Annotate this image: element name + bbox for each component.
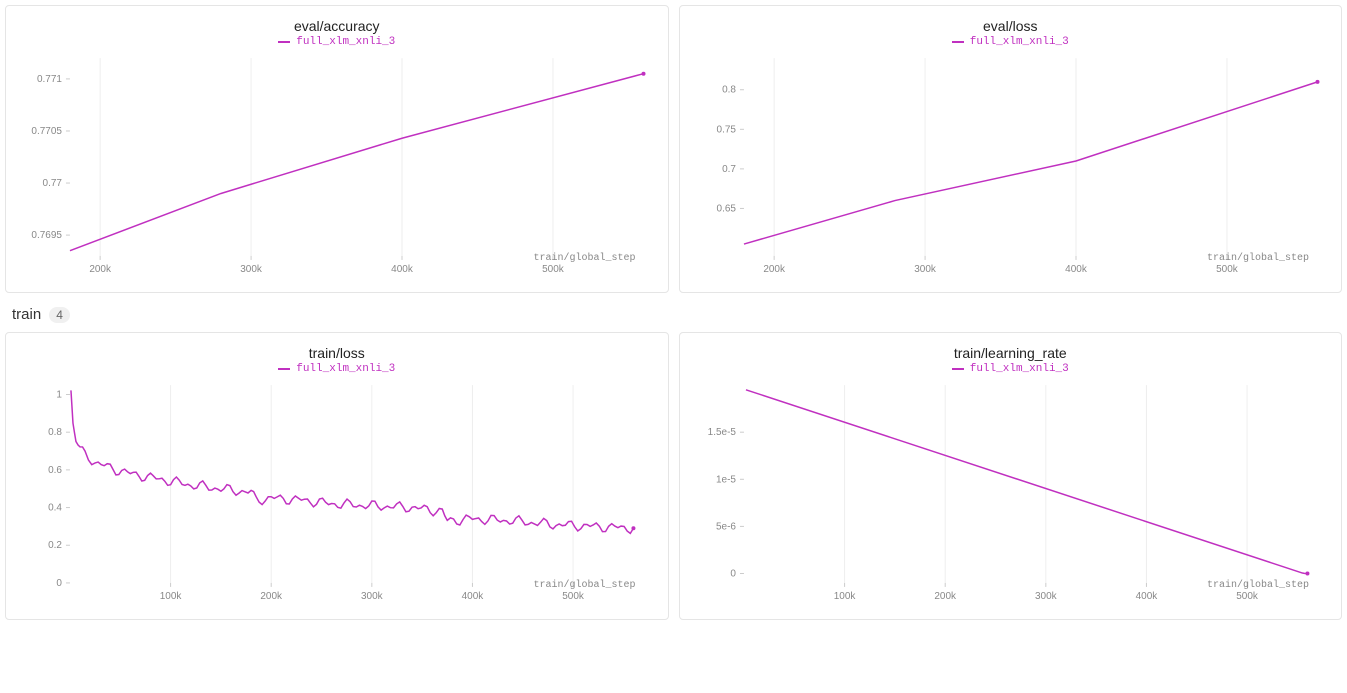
section-header-train[interactable]: train 4 <box>0 298 1347 327</box>
xaxis-label: train/global_step <box>533 253 635 264</box>
svg-text:400k: 400k <box>391 264 413 275</box>
train-row: train/loss full_xlm_xnli_3 100k 200k 300k 4… <box>0 327 1347 625</box>
chart-canvas: 200k 300k 400k 500k 0.65 0.7 0.75 0.8 train/glo… <box>694 52 1328 282</box>
svg-text:1.5e-5: 1.5e-5 <box>707 427 736 438</box>
svg-text:0.7695: 0.7695 <box>31 230 62 241</box>
svg-text:400k: 400k <box>1135 591 1157 602</box>
chart-legend: full_xlm_xnli_3 <box>20 36 654 48</box>
svg-text:0.7705: 0.7705 <box>31 126 62 137</box>
svg-text:300k: 300k <box>914 264 936 275</box>
svg-text:100k: 100k <box>160 591 182 602</box>
svg-text:200k: 200k <box>934 591 956 602</box>
svg-text:0.6: 0.6 <box>48 465 62 476</box>
svg-text:0: 0 <box>56 578 62 589</box>
legend-swatch <box>278 368 290 370</box>
chart-legend: full_xlm_xnli_3 <box>694 36 1328 48</box>
svg-text:0.65: 0.65 <box>716 203 736 214</box>
legend-swatch <box>952 368 964 370</box>
svg-text:200k: 200k <box>260 591 282 602</box>
svg-text:500k: 500k <box>562 591 584 602</box>
chart-title: eval/accuracy <box>20 18 654 34</box>
svg-text:100k: 100k <box>833 591 855 602</box>
svg-text:200k: 200k <box>763 264 785 275</box>
chart-title: eval/loss <box>694 18 1328 34</box>
svg-text:300k: 300k <box>1034 591 1056 602</box>
svg-text:5e-6: 5e-6 <box>715 521 735 532</box>
panel-eval-accuracy: eval/accuracy full_xlm_xnli_3 200k 300k 40… <box>5 5 669 293</box>
panel-train-lr: train/learning_rate full_xlm_xnli_3 100k… <box>679 332 1343 620</box>
svg-text:0.77: 0.77 <box>43 178 63 189</box>
chart-canvas: 200k 300k 400k 500k 0.7695 0.77 0.7705 0.771 tr… <box>20 52 654 282</box>
svg-text:1e-5: 1e-5 <box>715 474 735 485</box>
chart-title: train/loss <box>20 345 654 361</box>
legend-label: full_xlm_xnli_3 <box>296 363 395 375</box>
svg-text:0.7: 0.7 <box>722 164 736 175</box>
legend-label: full_xlm_xnli_3 <box>296 36 395 48</box>
panel-train-loss: train/loss full_xlm_xnli_3 100k 200k 300k 4… <box>5 332 669 620</box>
chart-canvas: 100k 200k 300k 400k 500k 0 5e-6 1e-5 1.5e-5 trai… <box>694 379 1328 609</box>
svg-text:500k: 500k <box>542 264 564 275</box>
chart-title: train/learning_rate <box>694 345 1328 361</box>
section-label-text: train <box>12 306 41 323</box>
chart-legend: full_xlm_xnli_3 <box>694 363 1328 375</box>
svg-text:0.4: 0.4 <box>48 503 62 514</box>
svg-text:0.8: 0.8 <box>48 427 62 438</box>
svg-text:0.75: 0.75 <box>716 124 736 135</box>
legend-swatch <box>952 41 964 43</box>
panel-eval-loss: eval/loss full_xlm_xnli_3 200k 300k 400k 50… <box>679 5 1343 293</box>
svg-text:200k: 200k <box>89 264 111 275</box>
svg-text:0.2: 0.2 <box>48 540 62 551</box>
svg-text:500k: 500k <box>1216 264 1238 275</box>
svg-text:300k: 300k <box>240 264 262 275</box>
svg-text:0.8: 0.8 <box>722 85 736 96</box>
legend-swatch <box>278 41 290 43</box>
legend-label: full_xlm_xnli_3 <box>970 36 1069 48</box>
legend-label: full_xlm_xnli_3 <box>970 363 1069 375</box>
section-count-badge: 4 <box>49 307 70 323</box>
svg-text:300k: 300k <box>361 591 383 602</box>
xaxis-label: train/global_step <box>1207 580 1309 591</box>
svg-text:400k: 400k <box>462 591 484 602</box>
svg-text:500k: 500k <box>1236 591 1258 602</box>
svg-text:400k: 400k <box>1065 264 1087 275</box>
svg-text:0.771: 0.771 <box>37 74 62 85</box>
svg-text:1: 1 <box>56 390 62 401</box>
chart-legend: full_xlm_xnli_3 <box>20 363 654 375</box>
chart-canvas: 100k 200k 300k 400k 500k 0 0.2 0.4 0.6 0.8 1 train… <box>20 379 654 609</box>
xaxis-label: train/global_step <box>533 580 635 591</box>
xaxis-label: train/global_step <box>1207 253 1309 264</box>
svg-text:0: 0 <box>730 569 736 580</box>
eval-row: eval/accuracy full_xlm_xnli_3 200k 300k 40… <box>0 0 1347 298</box>
